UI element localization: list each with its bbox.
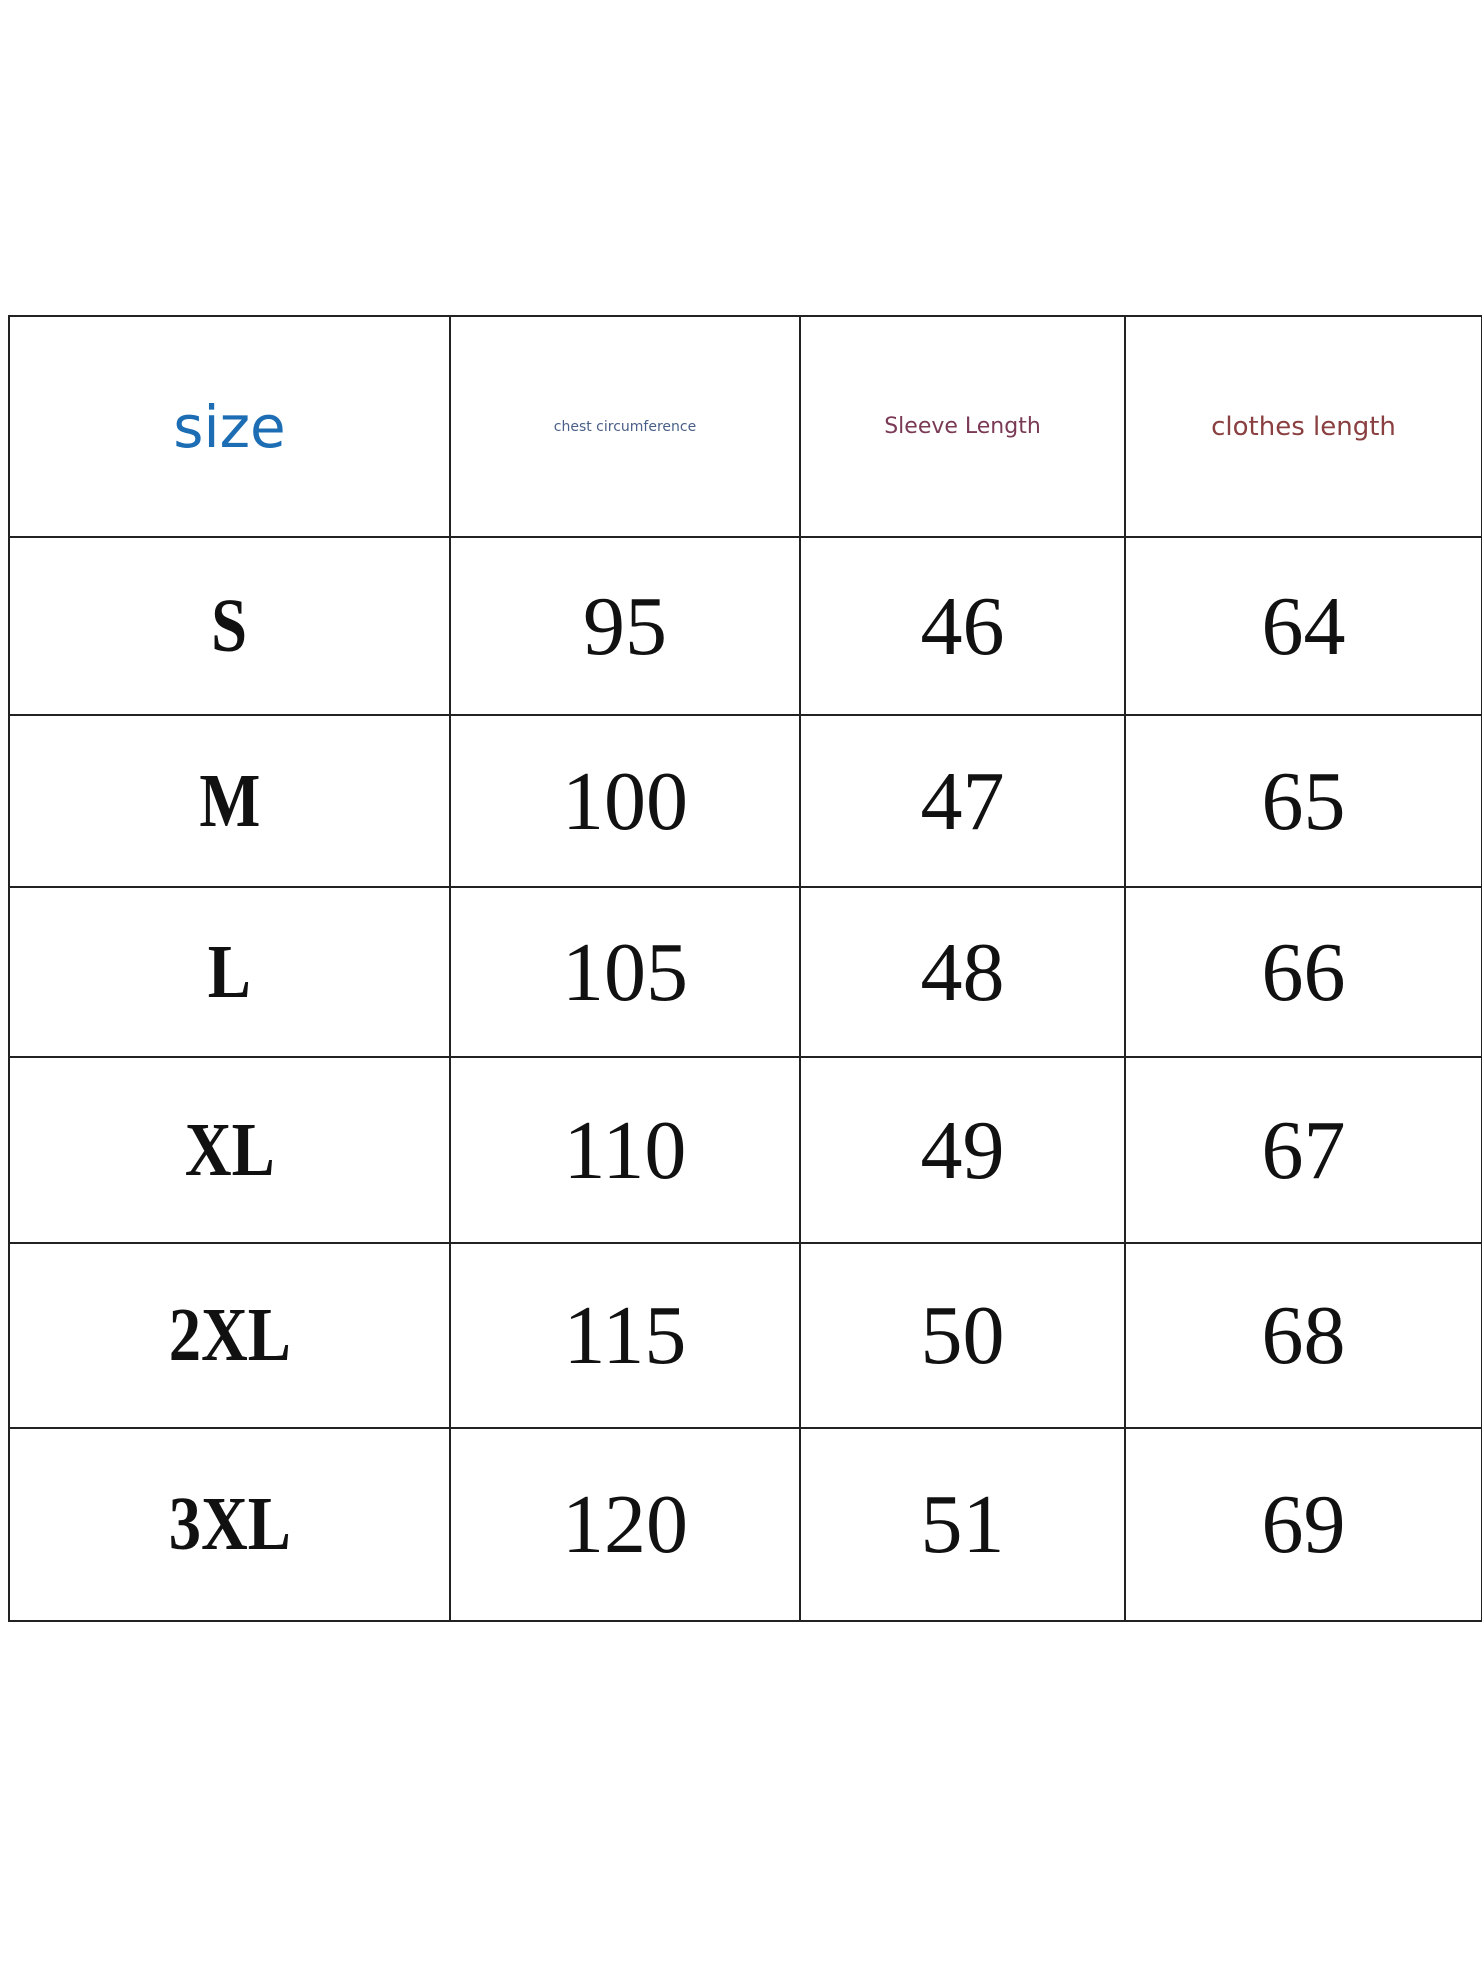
measurement: 115 xyxy=(563,1289,687,1382)
table-cell: size xyxy=(8,315,451,538)
table-cell: 64 xyxy=(1124,536,1482,716)
table-cell: 50 xyxy=(799,1242,1126,1429)
measurement: 95 xyxy=(583,579,667,673)
measurement: 67 xyxy=(1261,1103,1346,1197)
measurement: 66 xyxy=(1261,925,1346,1019)
size-label: L xyxy=(207,929,252,1014)
table-cell: 66 xyxy=(1124,886,1482,1058)
table-cell: 110 xyxy=(449,1056,801,1244)
table-cell: L xyxy=(8,886,451,1058)
size-label: 2XL xyxy=(168,1293,291,1377)
table-cell: 95 xyxy=(449,536,801,716)
header-text: Sleeve Length xyxy=(884,414,1041,439)
measurement: 47 xyxy=(920,754,1005,848)
table-cell: 65 xyxy=(1124,714,1482,888)
table-cell: Sleeve Length xyxy=(799,315,1126,538)
table-cell: 46 xyxy=(799,536,1126,716)
table-cell: 3XL xyxy=(8,1427,451,1622)
table-cell: clothes length xyxy=(1124,315,1482,538)
table-cell: 67 xyxy=(1124,1056,1482,1244)
header-text: chest circumference xyxy=(553,418,697,435)
table-cell: 69 xyxy=(1124,1427,1482,1622)
table-cell: 115 xyxy=(449,1242,801,1429)
measurement: 65 xyxy=(1261,754,1346,848)
measurement: 51 xyxy=(920,1478,1005,1571)
table-cell: S xyxy=(8,536,451,716)
measurement: 48 xyxy=(920,925,1005,1019)
measurement: 100 xyxy=(562,754,688,848)
size-label: XL xyxy=(184,1107,275,1192)
header-text: clothes length xyxy=(1211,411,1396,442)
table-cell: 2XL xyxy=(8,1242,451,1429)
header-text: size xyxy=(173,392,286,461)
measurement: 64 xyxy=(1261,579,1346,673)
table-cell: M xyxy=(8,714,451,888)
measurement: 110 xyxy=(563,1103,687,1197)
table-cell: 100 xyxy=(449,714,801,888)
measurement: 120 xyxy=(562,1478,688,1571)
table-cell: 49 xyxy=(799,1056,1126,1244)
table-cell: 48 xyxy=(799,886,1126,1058)
table-cell: 51 xyxy=(799,1427,1126,1622)
measurement: 69 xyxy=(1261,1478,1346,1571)
size-label: 3XL xyxy=(168,1482,291,1566)
table-cell: 105 xyxy=(449,886,801,1058)
table-cell: chest circumference xyxy=(449,315,801,538)
size-label: M xyxy=(199,758,260,843)
measurement: 105 xyxy=(562,925,688,1019)
measurement: 46 xyxy=(920,579,1005,673)
size-label: S xyxy=(211,583,248,668)
measurement: 49 xyxy=(920,1103,1005,1197)
table-cell: 47 xyxy=(799,714,1126,888)
measurement: 68 xyxy=(1261,1289,1346,1382)
table-cell: 120 xyxy=(449,1427,801,1622)
measurement: 50 xyxy=(920,1289,1005,1382)
table-cell: 68 xyxy=(1124,1242,1482,1429)
table-cell: XL xyxy=(8,1056,451,1244)
